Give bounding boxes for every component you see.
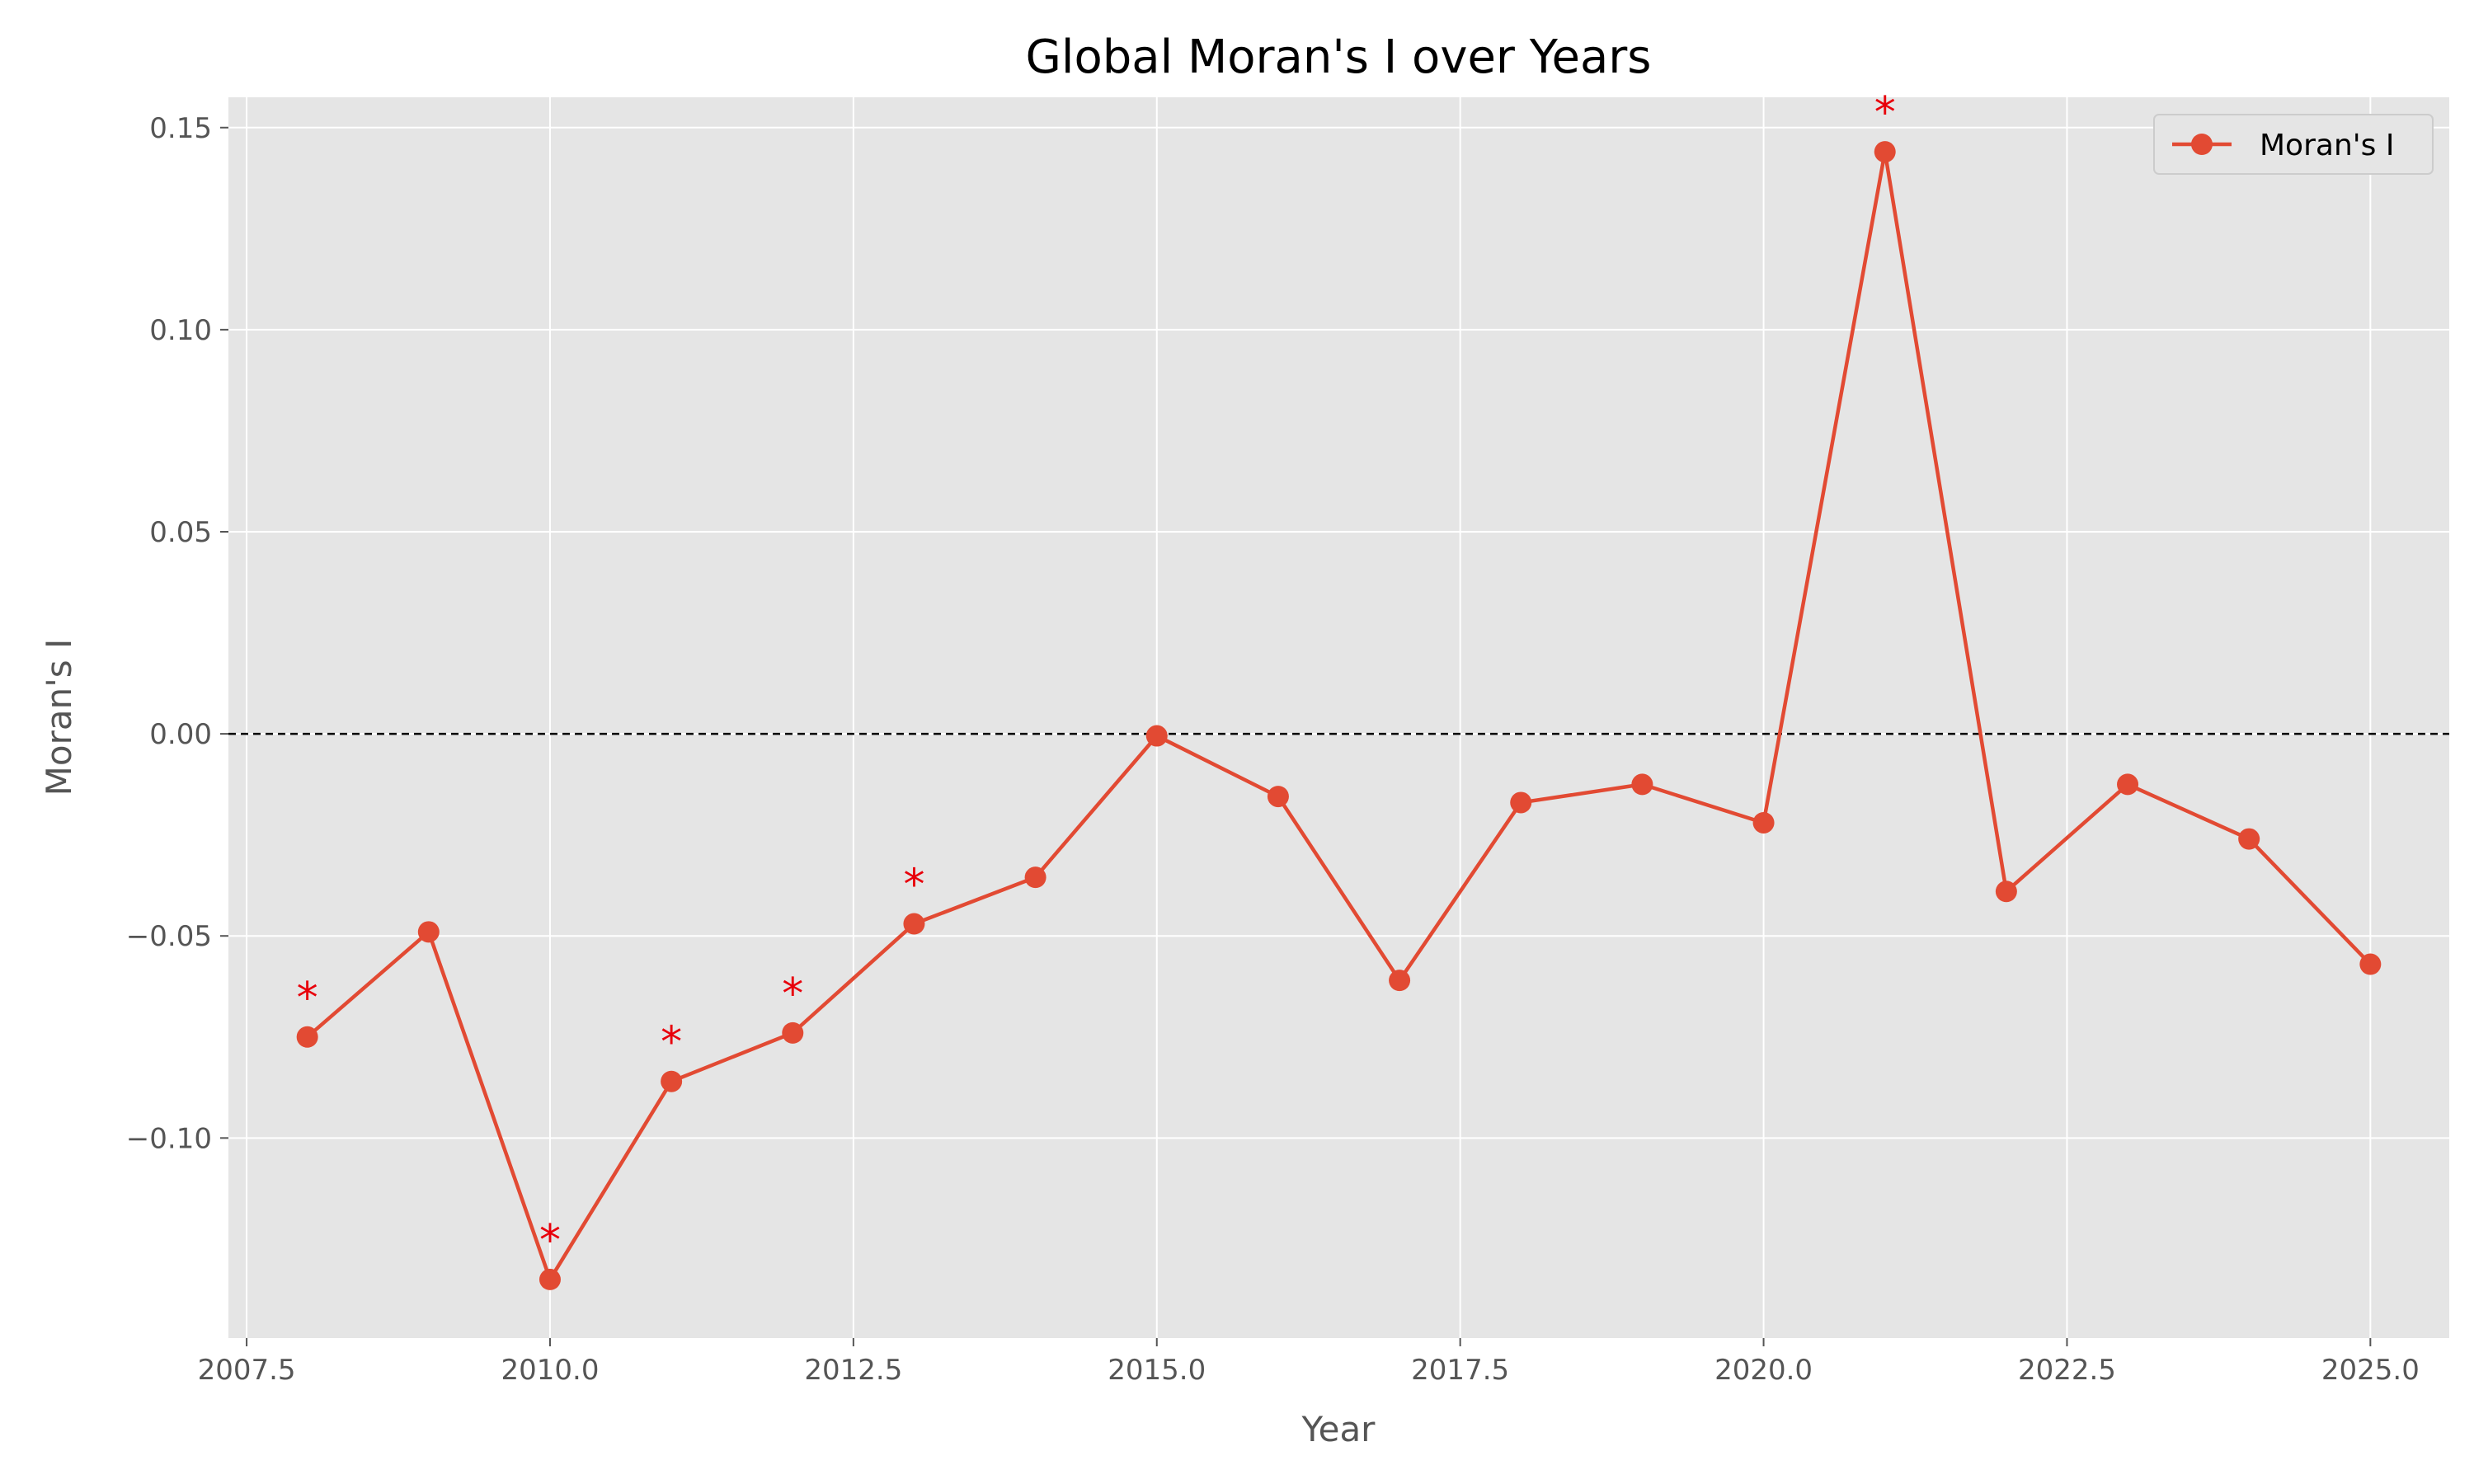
significance-star: * <box>1874 88 1896 138</box>
data-point[interactable] <box>1874 141 1896 163</box>
significance-star: * <box>297 974 318 1023</box>
data-point[interactable] <box>1510 791 1532 814</box>
y-tick-label: 0.00 <box>149 718 212 751</box>
y-tick-label: −0.10 <box>126 1122 212 1155</box>
x-tick-label: 2007.5 <box>198 1354 296 1387</box>
x-tick-label: 2022.5 <box>2018 1354 2116 1387</box>
legend-box <box>2153 114 2434 175</box>
x-tick-label: 2025.0 <box>2321 1354 2420 1387</box>
data-point[interactable] <box>1024 866 1047 889</box>
data-point[interactable] <box>2238 828 2260 850</box>
x-axis-label: Year <box>1301 1409 1376 1449</box>
data-point[interactable] <box>2359 953 2382 975</box>
significance-star: * <box>539 1216 561 1266</box>
x-axis: 2007.5 2010.0 2012.5 2015.0 2017.5 2020.0 2022… <box>198 1338 2420 1387</box>
data-point[interactable] <box>2117 773 2139 796</box>
data-point[interactable] <box>417 921 440 943</box>
plot-background <box>228 97 2449 1338</box>
data-point[interactable] <box>1145 725 1168 747</box>
significance-star: * <box>661 1018 682 1068</box>
x-tick-label: 2017.5 <box>1411 1354 1509 1387</box>
y-axis-label: Moran's I <box>39 639 79 796</box>
data-point[interactable] <box>782 1021 804 1044</box>
y-tick-label: −0.05 <box>126 920 212 953</box>
grid <box>228 97 2449 1338</box>
y-tick-label: 0.05 <box>149 516 212 549</box>
legend[interactable]: Moran's I <box>2153 114 2434 175</box>
significance-star: * <box>782 970 803 1019</box>
series-line-morans-i <box>306 149 2372 1282</box>
data-point[interactable] <box>1995 881 2017 903</box>
data-point[interactable] <box>1631 773 1653 796</box>
significance-star: * <box>903 861 924 910</box>
x-tick-label: 2015.0 <box>1108 1354 1206 1387</box>
legend-entry-label: Moran's I <box>2260 129 2394 162</box>
y-tick-label: 0.15 <box>149 112 212 145</box>
series-points <box>296 141 2382 1290</box>
data-point[interactable] <box>1267 786 1289 808</box>
x-tick-label: 2020.0 <box>1714 1354 1813 1387</box>
data-point[interactable] <box>539 1268 561 1290</box>
data-point[interactable] <box>1389 970 1411 992</box>
legend-marker <box>2191 134 2213 155</box>
chart-title: Global Moran's I over Years <box>1026 31 1652 84</box>
x-tick-label: 2010.0 <box>501 1354 599 1387</box>
data-point[interactable] <box>903 913 925 935</box>
y-tick-label: 0.10 <box>149 314 212 347</box>
data-point[interactable] <box>661 1070 683 1092</box>
data-point[interactable] <box>1752 811 1775 834</box>
data-point[interactable] <box>296 1026 318 1048</box>
x-tick-label: 2012.5 <box>804 1354 902 1387</box>
significance-markers: * * * * * * <box>297 88 1896 1266</box>
y-axis: −0.10 −0.05 0.00 0.05 0.10 0.15 <box>126 112 228 1155</box>
